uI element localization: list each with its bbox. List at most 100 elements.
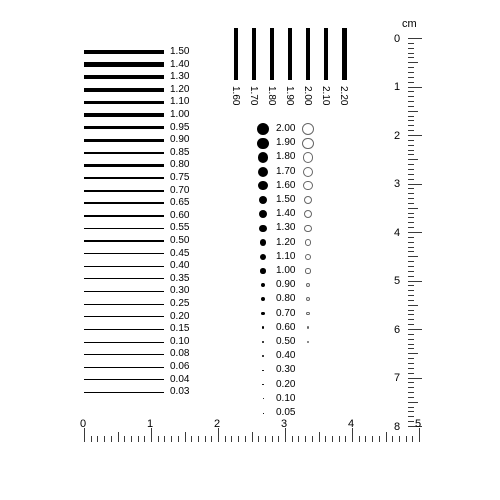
dot-filled: [259, 210, 267, 218]
line-gauge-label: 0.25: [170, 298, 189, 309]
dot-open: [306, 312, 309, 315]
right-ruler-tick: [408, 305, 418, 306]
dot-gauge-label: 0.60: [276, 322, 295, 333]
bottom-ruler-tick: [91, 436, 92, 442]
right-ruler-tick: [408, 368, 414, 369]
right-ruler-tick: [408, 353, 418, 354]
line-gauge-bar: [84, 304, 164, 305]
bottom-ruler-tick: [185, 432, 186, 442]
dot-gauge-label: 0.10: [276, 393, 295, 404]
line-gauge-label: 0.40: [170, 260, 189, 271]
dot-filled: [258, 181, 267, 190]
line-gauge-label: 0.60: [170, 210, 189, 221]
dot-gauge-label: 1.80: [276, 151, 295, 162]
line-gauge-bar: [84, 215, 164, 217]
bottom-ruler-tick: [379, 436, 380, 442]
dot-gauge-label: 0.70: [276, 308, 295, 319]
line-gauge-label: 0.70: [170, 185, 189, 196]
right-ruler-label: 3: [394, 178, 400, 190]
line-gauge-label: 0.20: [170, 311, 189, 322]
right-ruler-tick: [408, 193, 414, 194]
dot-filled: [262, 341, 264, 343]
line-gauge-bar: [84, 329, 164, 330]
right-ruler-tick: [408, 217, 414, 218]
line-gauge-bar: [84, 50, 164, 55]
bottom-ruler-tick: [225, 436, 226, 442]
right-ruler-tick: [408, 38, 422, 39]
bottom-ruler-tick: [245, 436, 246, 442]
right-ruler-tick: [408, 290, 414, 291]
bottom-ruler-tick: [339, 436, 340, 442]
right-ruler-tick: [408, 251, 414, 252]
line-gauge-label: 1.40: [170, 59, 189, 70]
bottom-ruler-tick: [191, 436, 192, 442]
vertical-gauge-bar: [288, 28, 292, 80]
right-ruler-tick: [408, 363, 414, 364]
bottom-ruler-tick: [312, 436, 313, 442]
right-ruler-tick: [408, 174, 414, 175]
right-ruler-tick: [408, 53, 414, 54]
line-gauge-bar: [84, 266, 164, 267]
dot-open: [304, 210, 312, 218]
bottom-ruler-label: 1: [147, 418, 153, 430]
right-ruler-tick: [408, 247, 414, 248]
right-ruler-tick: [408, 188, 414, 189]
dot-filled: [258, 152, 269, 163]
right-ruler-tick: [408, 358, 414, 359]
vertical-gauge-label: 1.60: [230, 86, 241, 105]
bottom-ruler-tick: [325, 436, 326, 442]
dot-filled: [261, 312, 264, 315]
right-ruler-label: 7: [394, 372, 400, 384]
right-ruler-label: 2: [394, 130, 400, 142]
line-gauge-label: 0.85: [170, 147, 189, 158]
right-ruler-tick: [408, 125, 414, 126]
line-gauge-label: 0.65: [170, 197, 189, 208]
dot-gauge-label: 1.10: [276, 251, 295, 262]
bottom-ruler-tick: [292, 436, 293, 442]
dot-gauge-label: 2.00: [276, 123, 295, 134]
bottom-ruler-tick: [345, 436, 346, 442]
bottom-ruler-tick: [131, 436, 132, 442]
dot-gauge-label: 1.50: [276, 194, 295, 205]
right-ruler-tick: [408, 261, 414, 262]
dot-filled: [260, 254, 266, 260]
right-ruler-label: 4: [394, 227, 400, 239]
right-ruler-tick: [408, 421, 414, 422]
bottom-ruler-tick: [124, 436, 125, 442]
bottom-ruler-label: 0: [80, 418, 86, 430]
line-gauge-label: 0.04: [170, 374, 189, 385]
dot-filled: [261, 297, 265, 301]
right-ruler-tick: [408, 373, 414, 374]
line-gauge-bar: [84, 126, 164, 129]
dot-gauge-label: 1.30: [276, 222, 295, 233]
bottom-ruler-tick: [272, 436, 273, 442]
calibration-reticle: 1.501.401.301.201.101.000.950.900.850.80…: [0, 0, 500, 500]
bottom-ruler-tick: [278, 436, 279, 442]
right-ruler-tick: [408, 324, 414, 325]
bottom-ruler-tick: [365, 436, 366, 442]
right-ruler-tick: [408, 169, 414, 170]
bottom-ruler-tick: [252, 432, 253, 442]
right-ruler-tick: [408, 184, 422, 185]
right-ruler-tick: [408, 300, 414, 301]
right-ruler-tick: [408, 67, 414, 68]
bottom-ruler-tick: [406, 436, 407, 442]
dot-filled: [260, 239, 267, 246]
line-gauge-bar: [84, 139, 164, 142]
right-ruler-tick: [408, 314, 414, 315]
bottom-ruler-tick: [111, 436, 112, 442]
dot-open: [303, 152, 314, 163]
line-gauge-bar: [84, 190, 164, 192]
dot-open: [306, 297, 310, 301]
bottom-ruler-tick: [332, 436, 333, 442]
dot-filled: [261, 283, 266, 288]
line-gauge-label: 0.15: [170, 323, 189, 334]
dot-gauge-label: 1.90: [276, 137, 295, 148]
bottom-ruler-tick: [164, 436, 165, 442]
dot-open: [305, 254, 311, 260]
line-gauge-label: 0.08: [170, 348, 189, 359]
dot-open: [305, 268, 310, 273]
bottom-ruler-tick: [412, 436, 413, 442]
dot-open: [306, 283, 311, 288]
dot-open: [304, 225, 311, 232]
